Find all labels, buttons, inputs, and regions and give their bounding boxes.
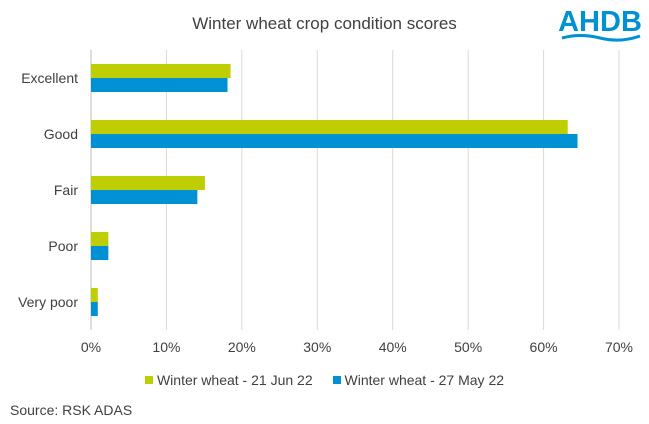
bar-may-poor	[91, 246, 109, 260]
logo-text: AHDB	[558, 6, 642, 38]
legend-item-may: Winter wheat - 27 May 22	[332, 372, 505, 388]
bar-jun-good	[91, 120, 568, 134]
legend-item-jun: Winter wheat - 21 Jun 22	[144, 372, 313, 388]
bar-may-fair	[91, 190, 198, 204]
legend-swatch-jun	[144, 376, 153, 384]
y-category-label: Very poor	[18, 294, 78, 310]
bar-jun-poor	[91, 232, 109, 246]
y-category-label: Poor	[48, 238, 78, 254]
x-tick-label: 40%	[379, 339, 407, 355]
x-tick-label: 20%	[228, 339, 256, 355]
x-tick-label: 30%	[303, 339, 331, 355]
x-tick-label: 0%	[81, 339, 101, 355]
x-tick-label: 70%	[605, 339, 633, 355]
legend-swatch-may	[332, 376, 341, 384]
legend-label-jun: Winter wheat - 21 Jun 22	[156, 372, 313, 388]
bar-jun-fair	[91, 176, 205, 190]
y-category-label: Excellent	[21, 70, 78, 86]
bar-may-very-poor	[91, 302, 98, 316]
ahdb-logo: AHDB	[558, 6, 642, 42]
bar-jun-very-poor	[91, 288, 98, 302]
bar-may-good	[91, 134, 578, 148]
y-category-label: Fair	[54, 182, 78, 198]
bar-jun-excellent	[91, 64, 231, 78]
bar-may-excellent	[91, 78, 228, 92]
chart-title: Winter wheat crop condition scores	[192, 14, 457, 33]
x-tick-label: 50%	[454, 339, 482, 355]
x-tick-label: 60%	[530, 339, 558, 355]
y-category-label: Good	[44, 126, 78, 142]
x-tick-label: 10%	[152, 339, 180, 355]
source-note: Source: RSK ADAS	[10, 402, 133, 418]
logo-wave-icon	[561, 34, 641, 42]
legend-label-may: Winter wheat - 27 May 22	[344, 372, 505, 388]
legend: Winter wheat - 21 Jun 22 Winter wheat - …	[0, 372, 649, 388]
